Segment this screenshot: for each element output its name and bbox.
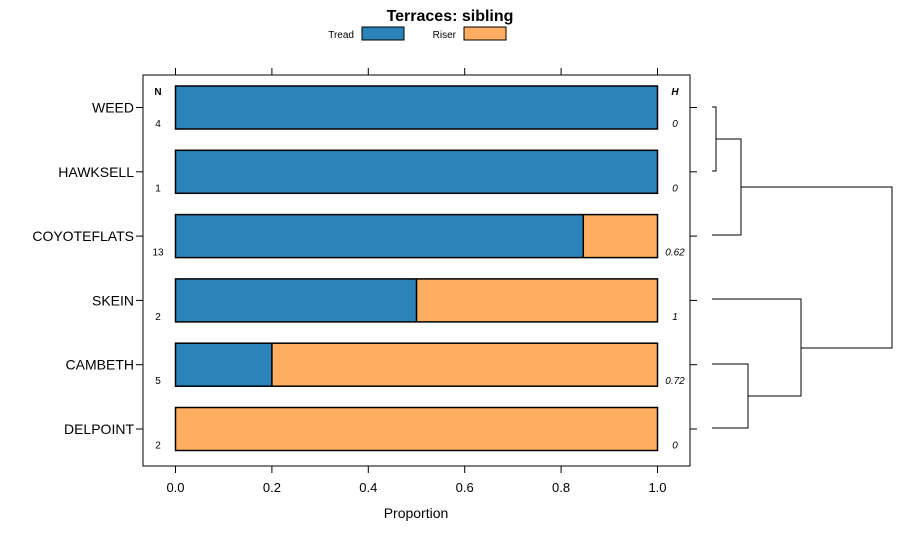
dendrogram-link-cambeth-delpoint [712, 363, 749, 429]
h-labels: 0 0 0.62 1 0.72 0 [665, 119, 685, 452]
category-label: WEED [92, 100, 134, 116]
legend-swatch-riser [463, 26, 507, 41]
n-value-label: 2 [155, 441, 161, 452]
n-value-label: 1 [155, 183, 161, 194]
category-label: CAMBETH [66, 357, 134, 373]
x-tick-label: 0.0 [166, 480, 184, 495]
n-value-label: 5 [155, 376, 161, 387]
dendrogram-link-skein-cambeth-delpoint [712, 298, 802, 397]
x-tick-label: 0.4 [359, 480, 377, 495]
dendrogram-link-weed-hawksell [712, 106, 717, 172]
bar-riser-cambeth [271, 343, 658, 387]
h-value-label: 0.72 [665, 376, 685, 387]
axis-ticks [136, 68, 697, 473]
category-label: DELPOINT [64, 421, 134, 437]
h-value-label: 0 [672, 183, 678, 194]
legend: Tread Riser [328, 26, 507, 41]
bar-riser-skein [416, 278, 658, 322]
h-value-label: 0 [672, 119, 678, 130]
n-header: N [154, 87, 161, 98]
legend-label-riser: Riser [433, 30, 457, 41]
bar-riser-delpoint [175, 407, 658, 451]
category-label: HAWKSELL [58, 164, 134, 180]
bars [174, 85, 659, 452]
x-tick-label: 0.2 [263, 480, 281, 495]
legend-label-tread: Tread [328, 30, 354, 41]
h-value-label: 1 [672, 312, 678, 323]
bar-tread-skein [175, 278, 417, 322]
bar-tread-coyoteflats [175, 214, 584, 258]
bar-tread-weed [175, 86, 658, 129]
category-label: COYOTEFLATS [32, 228, 134, 244]
dendrogram [712, 106, 893, 429]
bar-outline-cambeth [174, 342, 659, 387]
category-labels: WEED HAWKSELL COYOTEFLATS SKEIN CAMBETH DELPO… [32, 100, 134, 438]
bar-outline-delpoint [174, 406, 659, 452]
h-value-label: 0 [672, 441, 678, 452]
bar-outline-hawksell [174, 149, 659, 195]
h-value-label: 0.62 [665, 248, 685, 259]
x-tick-label: 1.0 [648, 480, 666, 495]
bar-outline-skein [174, 278, 659, 323]
x-tick-labels: 0.0 0.2 0.4 0.6 0.8 1.0 [166, 480, 666, 495]
x-tick-label: 0.6 [456, 480, 474, 495]
legend-swatch-tread [361, 26, 405, 41]
dendrogram-link-root [741, 186, 893, 349]
x-axis-title: Proportion [384, 505, 449, 521]
bar-riser-coyoteflats [583, 214, 658, 258]
n-value-label: 2 [155, 312, 161, 323]
h-header: H [671, 87, 679, 98]
bar-tread-hawksell [175, 150, 658, 194]
bar-outline-coyoteflats [174, 213, 659, 259]
category-label: SKEIN [92, 292, 134, 308]
x-tick-label: 0.8 [552, 480, 570, 495]
n-value-label: 13 [152, 248, 164, 259]
chart-title: Terraces: sibling [387, 8, 514, 25]
bar-tread-cambeth [175, 343, 272, 387]
bar-outline-weed [174, 85, 659, 130]
n-value-label: 4 [155, 119, 161, 130]
plot-panel [142, 74, 691, 467]
